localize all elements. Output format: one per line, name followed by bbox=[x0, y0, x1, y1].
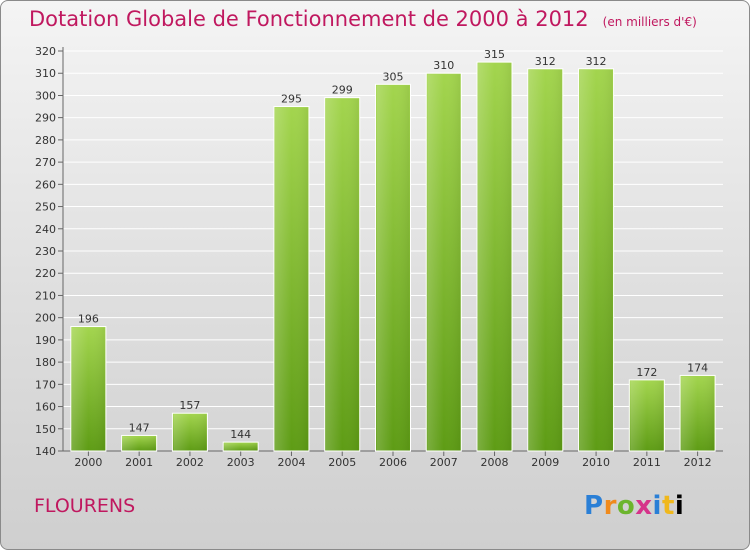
y-tick-label: 210 bbox=[35, 289, 56, 302]
y-tick-label: 270 bbox=[35, 156, 56, 169]
y-tick-label: 200 bbox=[35, 312, 56, 325]
x-tick-label: 2003 bbox=[227, 456, 255, 469]
x-tick-label: 2000 bbox=[74, 456, 102, 469]
y-tick-label: 230 bbox=[35, 245, 56, 258]
y-tick-label: 220 bbox=[35, 267, 56, 280]
value-label: 312 bbox=[586, 55, 607, 68]
y-tick-label: 170 bbox=[35, 378, 56, 391]
value-label: 305 bbox=[383, 70, 404, 83]
y-tick-label: 300 bbox=[35, 89, 56, 102]
value-label: 295 bbox=[281, 93, 302, 106]
bar-shade-2002 bbox=[173, 414, 207, 451]
x-tick-label: 2012 bbox=[684, 456, 712, 469]
chart-title-text: Dotation Globale de Fonctionnement de 20… bbox=[29, 7, 589, 31]
bars bbox=[70, 61, 716, 452]
y-tick-label: 260 bbox=[35, 178, 56, 191]
y-tick-label: 140 bbox=[35, 445, 56, 458]
labels: 140 150 160 170 180 190 200 210 220 230 240 250 260 2… bbox=[35, 45, 712, 469]
chart-title: Dotation Globale de Fonctionnement de 20… bbox=[29, 7, 697, 31]
bar-shade-2007 bbox=[427, 74, 461, 451]
value-label: 174 bbox=[687, 361, 708, 374]
y-tick-label: 190 bbox=[35, 334, 56, 347]
chart-unit: (en milliers d'€) bbox=[602, 15, 697, 29]
x-tick-label: 2011 bbox=[633, 456, 661, 469]
value-label: 147 bbox=[129, 421, 150, 434]
y-tick-label: 310 bbox=[35, 67, 56, 80]
y-tick-label: 280 bbox=[35, 134, 56, 147]
x-tick-label: 2001 bbox=[125, 456, 153, 469]
y-tick-label: 290 bbox=[35, 112, 56, 125]
bar-shade-2006 bbox=[376, 85, 410, 451]
x-tick-label: 2008 bbox=[481, 456, 509, 469]
y-tick-label: 240 bbox=[35, 223, 56, 236]
bar-shade-2003 bbox=[224, 443, 258, 451]
bar-shade-2011 bbox=[630, 380, 664, 451]
value-label: 157 bbox=[179, 399, 200, 412]
proxiti-logo: Proxiti bbox=[584, 491, 685, 521]
bar-shade-2008 bbox=[478, 63, 512, 451]
x-tick-label: 2002 bbox=[176, 456, 204, 469]
bar-shade-2012 bbox=[681, 376, 715, 451]
x-tick-label: 2009 bbox=[531, 456, 559, 469]
value-label: 196 bbox=[78, 313, 99, 326]
y-tick-label: 150 bbox=[35, 423, 56, 436]
value-label: 299 bbox=[332, 84, 353, 97]
bar-shade-2001 bbox=[122, 436, 156, 451]
x-tick-label: 2010 bbox=[582, 456, 610, 469]
y-tick-label: 320 bbox=[35, 45, 56, 58]
value-label: 310 bbox=[433, 59, 454, 72]
bar-shade-2000 bbox=[71, 327, 105, 451]
value-label: 172 bbox=[636, 366, 657, 379]
y-tick-label: 250 bbox=[35, 201, 56, 214]
place-name: FLOURENS bbox=[34, 495, 136, 517]
x-tick-label: 2004 bbox=[277, 456, 305, 469]
x-tick-label: 2005 bbox=[328, 456, 356, 469]
value-label: 315 bbox=[484, 48, 505, 61]
bar-shade-2004 bbox=[274, 107, 308, 452]
value-label: 144 bbox=[230, 428, 251, 441]
value-label: 312 bbox=[535, 55, 556, 68]
bar-shade-2005 bbox=[325, 98, 359, 452]
bar-shade-2009 bbox=[528, 69, 562, 452]
bar-shade-2010 bbox=[579, 69, 613, 452]
y-tick-label: 160 bbox=[35, 401, 56, 414]
x-tick-label: 2006 bbox=[379, 456, 407, 469]
y-tick-label: 180 bbox=[35, 356, 56, 369]
x-tick-label: 2007 bbox=[430, 456, 458, 469]
